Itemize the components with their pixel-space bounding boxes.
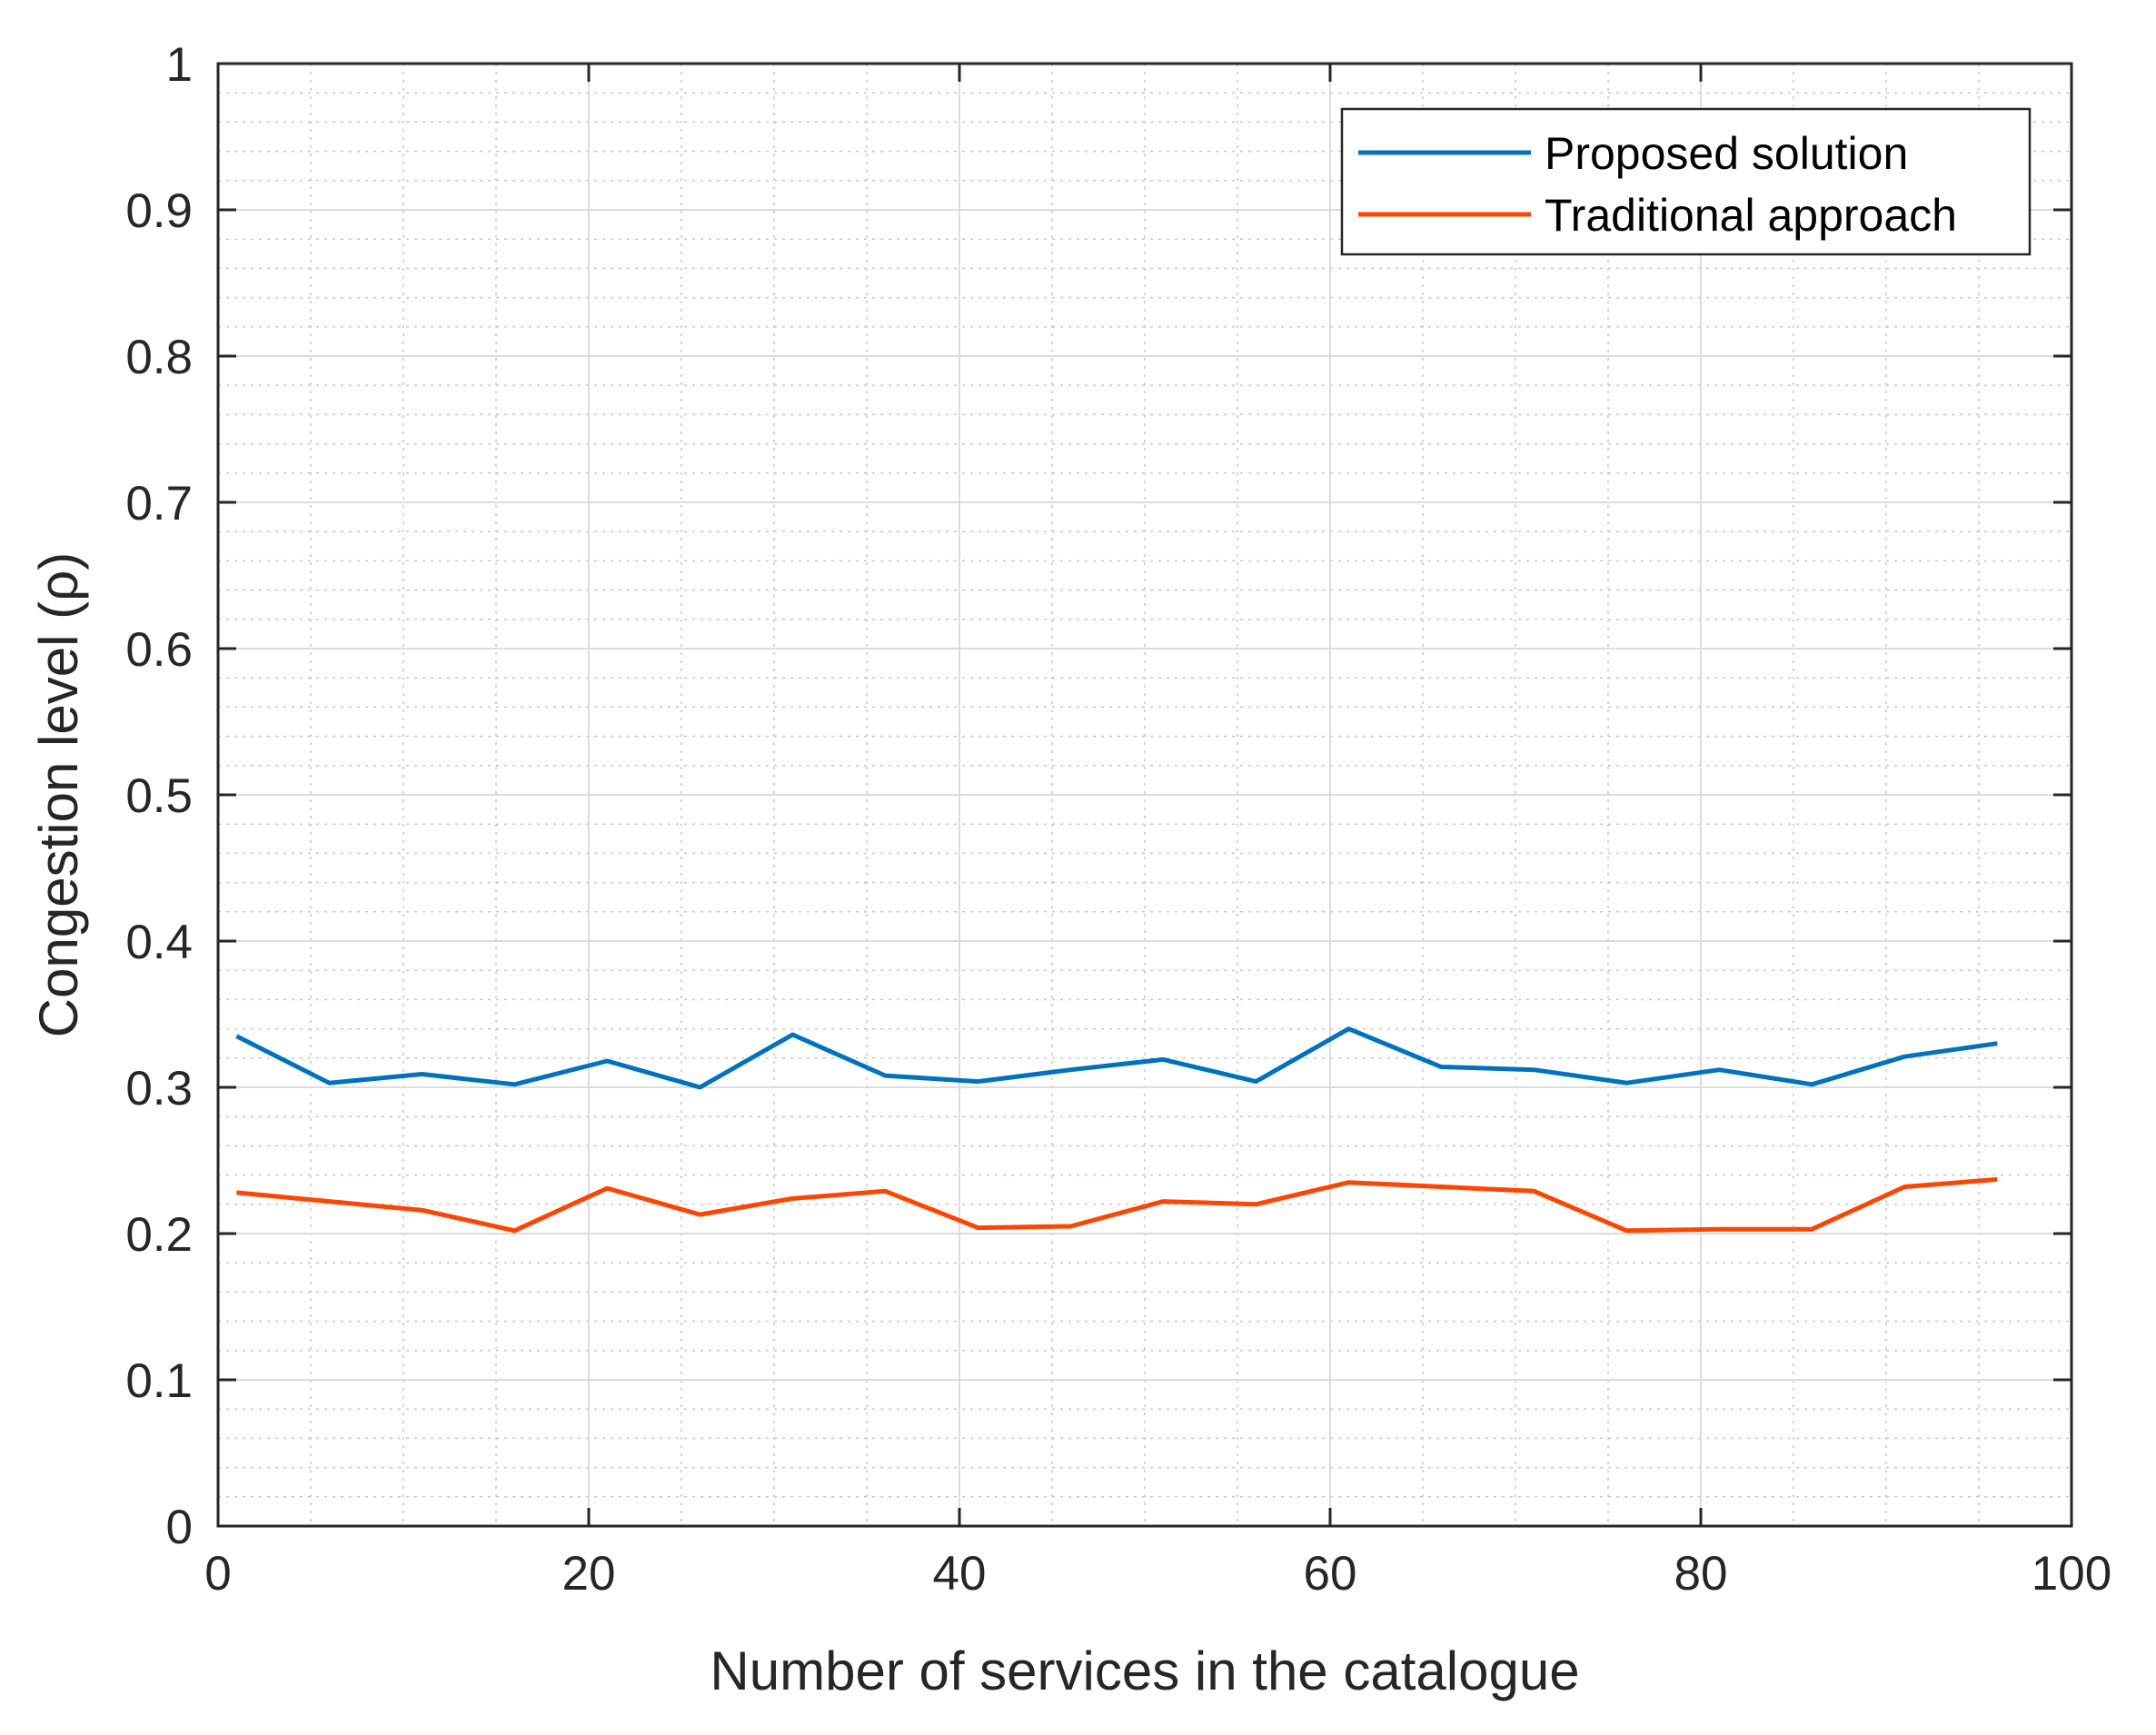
minor-grid <box>218 64 2072 1526</box>
legend-label-traditional-approach: Traditional approach <box>1545 190 1957 241</box>
y-tick-label: 0 <box>166 1501 193 1554</box>
y-tick-label: 0.4 <box>125 916 193 969</box>
x-tick-label: 60 <box>1304 1547 1357 1601</box>
y-tick-label: 0.7 <box>125 477 193 530</box>
x-tick-labels: 0 20 40 60 80 100 <box>204 1547 2111 1601</box>
x-tick-label: 20 <box>562 1547 616 1601</box>
legend-box <box>1340 107 2032 256</box>
x-tick-label: 80 <box>1674 1547 1728 1601</box>
y-tick-label: 0.3 <box>125 1062 193 1115</box>
y-tick-label: 0.6 <box>125 623 193 677</box>
y-tick-label: 0.1 <box>125 1354 193 1408</box>
series-line-proposed-solution <box>235 1026 1998 1090</box>
x-tick-label: 0 <box>204 1547 231 1601</box>
legend: Proposed solution Traditional approach <box>1340 107 2032 256</box>
y-tick-labels: 0 0.1 0.2 0.3 0.4 0.5 0.6 0.7 0.8 0.9 1 <box>125 38 193 1554</box>
y-tick-label: 0.8 <box>125 331 193 384</box>
series-layer <box>235 1026 1998 1234</box>
y-tick-label: 0.5 <box>125 769 193 823</box>
y-tick-label: 1 <box>166 38 193 92</box>
y-axis-label: Congestion level (ρ) <box>28 552 89 1037</box>
y-tick-label: 0.9 <box>125 184 193 238</box>
x-tick-label: 40 <box>933 1547 987 1601</box>
x-tick-label: 100 <box>2032 1547 2111 1601</box>
y-tick-label: 0.2 <box>125 1208 193 1262</box>
legend-label-proposed-solution: Proposed solution <box>1545 128 1908 179</box>
series-line-traditional-approach <box>236 1176 1998 1234</box>
x-axis-label: Number of services in the catalogue <box>710 1641 1579 1701</box>
axis-ticks <box>216 62 2073 1528</box>
